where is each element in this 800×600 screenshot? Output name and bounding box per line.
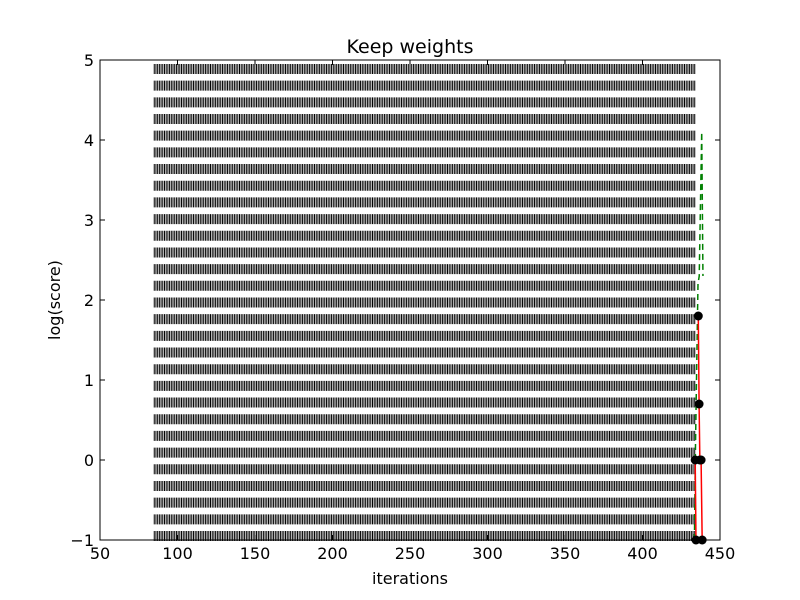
- x-tick-label: 300: [472, 544, 503, 563]
- background-mark-row: [153, 147, 696, 158]
- background-mark-row: [153, 531, 696, 541]
- y-axis-label: log(score): [45, 260, 64, 340]
- series-line-2: [697, 315, 703, 541]
- y-tick-label: 0: [84, 451, 94, 470]
- background-mark-row: [153, 180, 696, 191]
- data-point: [690, 455, 700, 465]
- x-tick-label: 150: [240, 544, 271, 563]
- background-mark-row: [153, 364, 696, 375]
- data-point: [694, 399, 704, 409]
- y-tick-label: 2: [84, 291, 94, 310]
- y-axis: −1 0 1 2 3 4 5: [70, 51, 720, 550]
- x-tick-label: 200: [317, 544, 348, 563]
- x-tick-label: 100: [162, 544, 193, 563]
- background-marks: [153, 63, 696, 541]
- background-mark-row: [153, 497, 696, 508]
- x-axis-label: iterations: [372, 569, 448, 588]
- background-mark-row: [153, 63, 696, 74]
- background-mark-row: [153, 430, 696, 441]
- background-mark-row: [153, 114, 696, 124]
- x-tick-label: 250: [395, 544, 426, 563]
- background-mark-row: [153, 80, 696, 91]
- background-mark-row: [153, 347, 696, 358]
- background-mark-row: [153, 214, 696, 225]
- y-tick-label: 4: [84, 131, 94, 150]
- x-tick-label: 50: [90, 544, 110, 563]
- series-line-1: [693, 131, 704, 541]
- y-tick-label: −1: [70, 531, 94, 550]
- background-mark-row: [153, 247, 696, 258]
- background-mark-row: [153, 414, 696, 425]
- background-mark-row: [153, 514, 696, 525]
- x-axis: 50 100 150 200 250 300 350 400 450: [90, 60, 735, 563]
- background-mark-row: [153, 97, 696, 108]
- y-tick-label: 5: [84, 51, 94, 70]
- series-group: [690, 131, 707, 545]
- x-tick-label: 450: [705, 544, 736, 563]
- background-mark-row: [153, 230, 696, 241]
- chart-title: Keep weights: [347, 36, 474, 58]
- background-mark-row: [153, 314, 696, 325]
- background-mark-row: [153, 164, 696, 175]
- background-mark-row: [153, 197, 696, 208]
- background-mark-row: [153, 264, 696, 275]
- data-point: [693, 311, 703, 321]
- y-tick-label: 3: [84, 211, 94, 230]
- background-mark-row: [153, 130, 696, 141]
- background-mark-row: [153, 280, 696, 291]
- background-mark-row: [153, 380, 696, 391]
- background-mark-row: [153, 480, 696, 491]
- background-mark-row: [153, 397, 696, 408]
- background-mark-row: [153, 297, 696, 308]
- y-tick-label: 1: [84, 371, 94, 390]
- series-line-3: [694, 459, 697, 541]
- background-mark-row: [153, 464, 696, 475]
- x-tick-label: 350: [550, 544, 581, 563]
- background-mark-row: [153, 447, 696, 458]
- background-mark-row: [153, 330, 696, 341]
- x-tick-label: 400: [627, 544, 658, 563]
